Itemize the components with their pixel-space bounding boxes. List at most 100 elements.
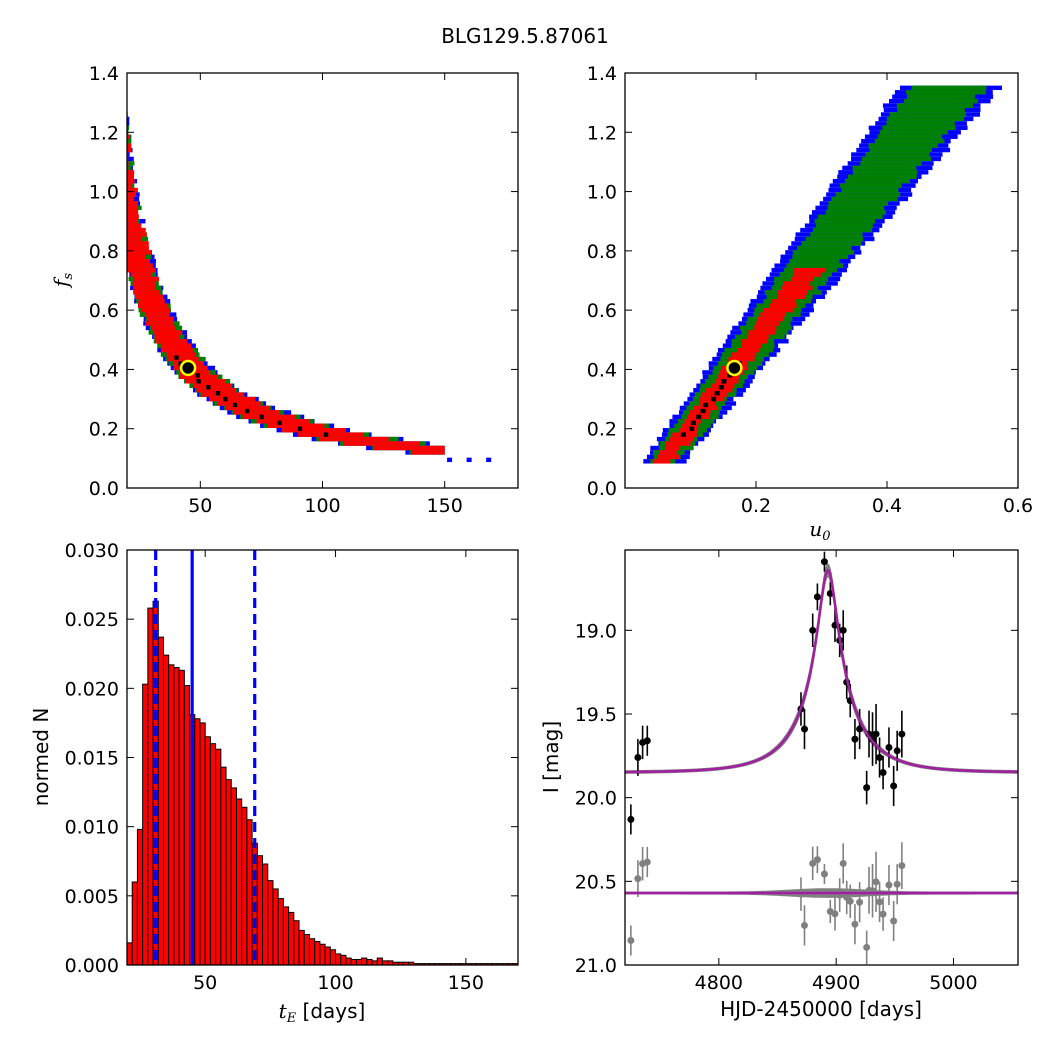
residual-point (831, 910, 839, 918)
sigma1-cell (747, 334, 769, 340)
best-cell (223, 396, 228, 402)
sigma2-cell (882, 125, 956, 131)
best-cell (711, 396, 717, 402)
sigma1-cell (665, 441, 691, 446)
fs-axis-label: fs (49, 273, 76, 289)
y-tick-label: 1.0 (587, 182, 617, 204)
histogram-x-axis-label: tE [days] (279, 999, 366, 1026)
sigma3-cell (127, 116, 130, 122)
residual-point (627, 936, 635, 944)
histogram-bar (199, 722, 206, 966)
sigma1-cell (127, 254, 146, 259)
histogram-bar (340, 954, 347, 966)
sigma1-cell (693, 405, 718, 411)
sigma2-cell (827, 205, 885, 211)
sigma1-cell (783, 281, 810, 286)
best-cell (689, 426, 695, 431)
sigma1-cell (772, 299, 797, 304)
sigma1-cell (760, 312, 785, 317)
sigma2-cell (906, 90, 986, 95)
best-cell (696, 414, 702, 420)
histogram-bar (298, 929, 305, 966)
sigma1-cell (138, 299, 165, 304)
histogram-bar (376, 957, 383, 966)
histogram-bar (225, 779, 232, 966)
sigma1-cell (127, 143, 132, 148)
histogram-bar (131, 881, 138, 966)
sigma1-cell (133, 290, 161, 295)
best-cell (244, 408, 250, 414)
sigma2-cell (825, 210, 887, 215)
sigma2-cell (797, 245, 852, 251)
histogram-bar (262, 863, 269, 966)
x-tick-label: 0.2 (741, 495, 771, 517)
histogram-bar (335, 953, 342, 966)
sigma2-cell (874, 138, 945, 144)
best-cell (690, 420, 696, 425)
u0-axis-label: u0 (809, 517, 830, 544)
sigma2-cell (127, 161, 135, 166)
y-tick-label: 1.4 (587, 63, 617, 85)
sigma1-cell (689, 410, 711, 415)
data-point (872, 730, 880, 738)
panel-fs-vs-u0: 0.2 0.4 0.6 0.0 0.2 0.4 0.6 0.8 1.0 1.2 1.4 (587, 63, 1033, 517)
data-point (898, 730, 906, 738)
y-tick-label: 0.8 (587, 241, 617, 263)
figure-title: BLG129.5.87061 (441, 24, 609, 48)
best-cell (703, 402, 709, 408)
histogram-y-axis-label: normed N (29, 708, 53, 807)
sigma1-cell (127, 205, 138, 211)
residual-point (863, 943, 871, 951)
best-cell (727, 373, 733, 378)
sigma3-cell (447, 457, 453, 463)
sigma1-cell (209, 396, 255, 402)
sigma1-cell (160, 347, 193, 353)
sigma2-cell (852, 170, 918, 175)
panel-lightcurve: 4800 4900 5000 19.0 19.5 20.0 20.5 21.0 (575, 549, 1019, 994)
sigma1-cell (705, 387, 733, 393)
histogram-bar (288, 911, 295, 966)
sigma1-cell (127, 147, 132, 153)
residual-point (885, 881, 893, 889)
histogram-bar (256, 855, 264, 966)
y-tick-label: 0.4 (587, 359, 617, 381)
best-fit-marker (179, 359, 197, 377)
sigma1-cell (135, 294, 164, 300)
data-point (820, 558, 828, 566)
sigma2-cell (911, 85, 987, 91)
sigma1-cell (669, 436, 694, 442)
sigma1-cell (657, 454, 680, 460)
sigma1-cell (127, 201, 138, 206)
sigma1-cell (127, 267, 156, 273)
sigma1-cell (127, 187, 138, 193)
residual-point (856, 898, 864, 906)
sigma2-cell (844, 178, 911, 184)
sigma1-cell (192, 383, 232, 388)
histogram-bar (272, 888, 279, 966)
y-tick-label: 0.0 (587, 478, 617, 500)
y-tick-label: 0.8 (89, 241, 119, 263)
sigma1-cell (155, 339, 188, 344)
sigma1-cell (127, 259, 150, 264)
residual-point (879, 910, 887, 918)
histogram-bar (293, 920, 300, 966)
sigma1-cell (127, 170, 135, 175)
x-tick-label: 150 (448, 972, 484, 994)
sigma1-cell (343, 441, 420, 446)
sigma1-cell (140, 307, 171, 313)
best-cell (215, 390, 221, 396)
y-tick-label: 0.6 (89, 300, 119, 322)
residual-point (839, 859, 847, 867)
data-point (885, 743, 893, 751)
data-point (643, 737, 651, 745)
sigma2-cell (810, 232, 863, 237)
sigma1-cell (702, 392, 727, 397)
model-curve (625, 568, 1018, 774)
sigma2-cell (886, 116, 965, 122)
sigma2-cell (904, 98, 978, 104)
sigma1-cell (150, 325, 176, 331)
sigma1-cell (242, 414, 297, 420)
sigma2-cell (847, 174, 917, 179)
y-tick-label: 1.2 (587, 122, 617, 144)
sigma2-cell (127, 138, 132, 144)
